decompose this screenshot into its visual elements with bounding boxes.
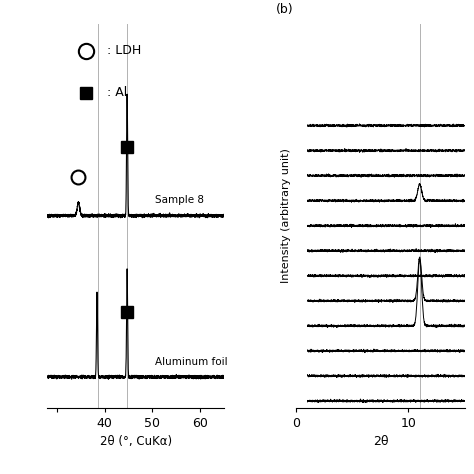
Text: Sample 8: Sample 8	[155, 195, 204, 205]
X-axis label: 2θ (°, CuKα): 2θ (°, CuKα)	[100, 435, 172, 448]
Text: (b): (b)	[276, 3, 294, 16]
X-axis label: 2θ: 2θ	[373, 435, 388, 448]
Text: Aluminum foil: Aluminum foil	[155, 356, 228, 366]
Y-axis label: Intensity (arbitrary unit): Intensity (arbitrary unit)	[281, 148, 291, 283]
Text: : Al: : Al	[108, 86, 128, 100]
Text: : LDH: : LDH	[108, 44, 142, 57]
